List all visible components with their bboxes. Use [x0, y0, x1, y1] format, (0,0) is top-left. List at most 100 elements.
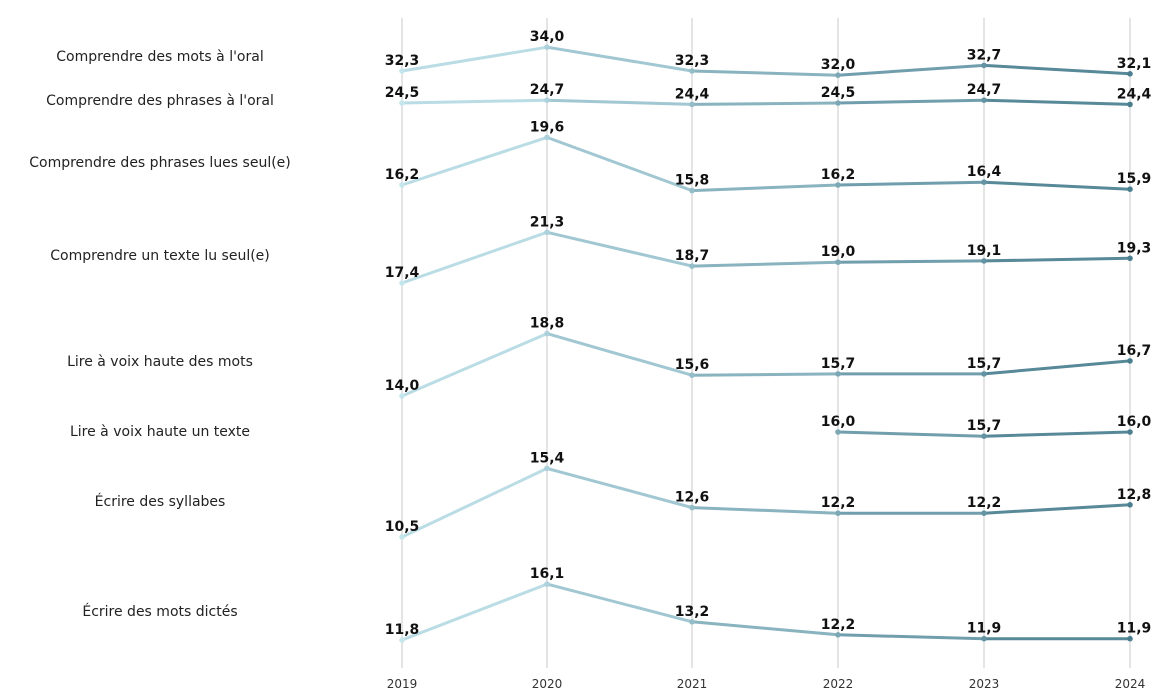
series-8-point-2024	[1127, 635, 1133, 642]
series-2-segment-2023	[982, 98, 1132, 106]
series-4-point-2021	[689, 263, 695, 269]
series-3-value-2021: 15,8	[675, 173, 710, 189]
series-7-point-2021	[689, 504, 695, 511]
series-2-point-2023	[981, 97, 987, 103]
x-axis-ticks: 2019 2020 2021 2022 2023 2024	[387, 677, 1146, 691]
series-1-segment-2020	[545, 45, 694, 73]
series-4: 17,4 21,3 18,7 19,0 19,1 19,3	[385, 214, 1152, 286]
series-7-point-2019	[399, 534, 405, 540]
series-7-point-2022	[835, 510, 841, 516]
row-label-3: Comprendre des phrases lues seul(e)	[29, 155, 291, 171]
series-8-value-2021: 13,2	[675, 604, 710, 620]
series-2-segment-2019	[400, 98, 549, 105]
series-4-value-2021: 18,7	[675, 248, 710, 264]
series-3-point-2024	[1127, 186, 1133, 192]
series-5-segment-2021	[690, 372, 840, 377]
series-4-value-2023: 19,1	[967, 243, 1002, 259]
series-group: 32,334,032,3 32,032,732,124,5 24,7 24,4 24,5…	[385, 29, 1152, 643]
series-6-point-2024	[1127, 429, 1133, 435]
series-5-segment-2019	[400, 332, 549, 398]
series-6-point-2022	[835, 429, 841, 435]
series-7-value-2019: 10,5	[385, 519, 420, 535]
series-5-point-2019	[399, 393, 405, 399]
series-8-value-2020: 16,1	[530, 566, 565, 582]
series-8-segment-2021	[690, 620, 840, 637]
series-2-point-2021	[689, 101, 695, 108]
series-2-segment-2021	[690, 101, 840, 106]
series-7-point-2023	[981, 510, 987, 516]
series-1-point-2019	[399, 68, 405, 74]
series-8-segment-2019	[400, 582, 549, 642]
series-5-point-2022	[835, 371, 841, 377]
series-4-point-2024	[1127, 255, 1133, 262]
series-8-point-2023	[981, 635, 987, 642]
series-5-value-2023: 15,7	[967, 356, 1002, 372]
series-3-point-2022	[835, 182, 841, 188]
series-8-segment-2020	[545, 582, 694, 624]
x-tick-2019: 2019	[387, 677, 418, 691]
series-1-value-2023: 32,7	[967, 47, 1002, 63]
series-3: 16,2 19,6 15,8 16,2 16,4 15,9	[385, 119, 1151, 194]
series-4-point-2023	[981, 258, 987, 264]
series-4-segment-2021	[690, 260, 840, 268]
series-2-segment-2022	[836, 98, 986, 105]
x-tick-2022: 2022	[823, 677, 854, 691]
series-7-value-2021: 12,6	[675, 490, 710, 506]
series-1-value-2019: 32,3	[385, 53, 420, 69]
row-label-2: Comprendre des phrases à l'oral	[46, 93, 274, 109]
series-6: 16,0 15,7 16,0	[821, 414, 1152, 440]
series-6-segment-2023	[982, 430, 1132, 438]
series-6-value-2022: 16,0	[821, 414, 856, 430]
series-4-value-2024: 19,3	[1117, 240, 1152, 256]
series-4-point-2020	[544, 229, 550, 236]
series-4-point-2022	[835, 259, 841, 266]
series-2: 24,5 24,7 24,4 24,5 24,7 24,4	[385, 82, 1152, 108]
series-4-segment-2019	[400, 230, 549, 285]
series-5-point-2024	[1127, 358, 1133, 364]
series-5-segment-2020	[545, 332, 694, 377]
series-7-segment-2020	[545, 466, 694, 510]
row-label-5: Lire à voix haute des mots	[67, 354, 253, 370]
series-5-value-2019: 14,0	[385, 378, 420, 394]
series-3-value-2022: 16,2	[821, 167, 856, 183]
series-2-point-2020	[544, 97, 550, 103]
series-3-point-2020	[544, 134, 550, 141]
row-label-8: Écrire des mots dictés	[82, 603, 237, 620]
series-1-segment-2019	[400, 45, 549, 73]
series-1-segment-2023	[982, 63, 1132, 76]
series-5: 14,0 18,8 15,6 15,7 15,7 16,7	[385, 316, 1152, 399]
series-3-segment-2020	[545, 135, 694, 193]
series-1-point-2024	[1127, 71, 1133, 77]
series-3-value-2020: 19,6	[530, 119, 565, 135]
series-3-point-2021	[689, 187, 695, 194]
series-5-point-2023	[981, 371, 987, 377]
vertical-gridlines	[401, 18, 1131, 668]
series-6-segment-2022	[836, 430, 986, 438]
series-7-segment-2021	[690, 506, 840, 515]
series-5-point-2021	[689, 372, 695, 379]
series-2-value-2022: 24,5	[821, 85, 856, 101]
series-5-segment-2023	[982, 359, 1132, 376]
series-1-point-2020	[544, 44, 550, 50]
series-3-point-2023	[981, 179, 987, 185]
series-5-value-2024: 16,7	[1117, 343, 1152, 359]
series-4-segment-2020	[545, 230, 694, 268]
series-4-segment-2023	[982, 256, 1132, 263]
series-3-segment-2021	[690, 183, 840, 193]
x-tick-2020: 2020	[532, 677, 563, 691]
series-3-value-2023: 16,4	[967, 164, 1002, 180]
series-8-value-2019: 11,8	[385, 622, 420, 638]
series-7-value-2024: 12,8	[1117, 487, 1152, 503]
series-3-segment-2019	[400, 135, 549, 187]
x-tick-2021: 2021	[677, 677, 708, 691]
row-label-4: Comprendre un texte lu seul(e)	[50, 248, 270, 264]
series-5-value-2020: 18,8	[530, 316, 565, 332]
series-7-segment-2023	[982, 503, 1132, 515]
series-2-value-2024: 24,4	[1117, 86, 1152, 102]
series-3-value-2019: 16,2	[385, 167, 420, 183]
series-7-value-2023: 12,2	[967, 495, 1002, 511]
series-4-value-2019: 17,4	[385, 265, 420, 281]
series-3-segment-2023	[982, 180, 1132, 191]
x-tick-2024: 2024	[1115, 677, 1146, 691]
